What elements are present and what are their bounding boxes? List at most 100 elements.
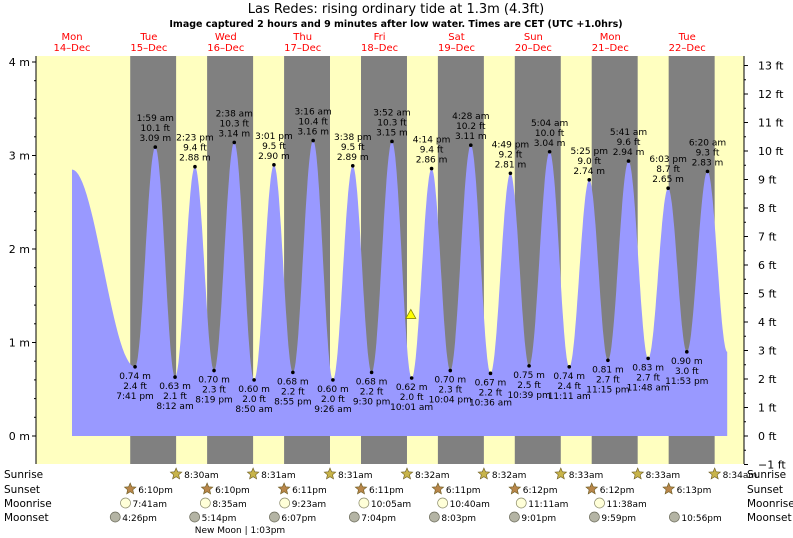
high-label: 10.3 ft [220,119,250,129]
sunset-icon [431,482,445,495]
right-tick-label: 5 ft [758,288,777,301]
low-point [173,375,177,379]
moonset-time: 9:01pm [521,514,556,524]
low-label: 7:41 pm [116,392,154,402]
high-label: 2:23 pm [176,134,214,144]
low-label: 0.63 m [159,382,191,392]
high-label: 9.5 ft [262,142,286,152]
low-label: 2.2 ft [281,387,305,397]
high-label: 3:38 pm [334,133,372,143]
low-point [567,365,572,369]
high-point [311,138,315,143]
low-label: 0.68 m [277,377,309,387]
low-label: 2.4 ft [123,382,147,392]
current-level-marker [405,308,417,319]
moonset-time: 8:03pm [441,514,476,524]
low-label: 2.0 ft [321,395,345,405]
low-label: 0.83 m [632,363,664,373]
high-label: 9.2 ft [499,150,523,160]
high-label: 9.3 ft [696,148,720,158]
right-tick-label: 4 ft [758,316,777,329]
high-point [705,169,710,174]
low-label: 0.60 m [238,385,270,395]
low-point [606,358,610,363]
high-point [508,171,513,176]
moonset-time: 5:14pm [202,514,237,524]
sunset-icon [508,482,522,495]
low-label: 2.7 ft [636,373,660,383]
high-point [390,139,394,144]
low-point [646,356,650,361]
sunrise-icon [246,467,260,480]
high-label: 4:14 pm [413,136,451,146]
sunset-icon [662,482,676,495]
day-label-date: 15–Dec [130,43,167,54]
sunset-icon [585,482,599,495]
high-point [350,163,355,168]
high-label: 10.1 ft [141,124,171,134]
low-point [369,370,374,375]
right-tick-label: 6 ft [758,259,777,272]
sunrise-icon [708,467,722,480]
sunrise-icon [323,467,337,480]
moonset-icon [269,511,280,523]
moonset-time: 7:04pm [361,514,396,524]
day-label-dow: Tue [139,32,157,43]
tide-curve-layer [72,140,728,436]
low-point [133,365,137,369]
low-point [685,350,689,354]
high-label: 5:25 pm [570,147,608,157]
moonrise-icon [437,497,448,509]
high-label: 2.90 m [258,152,290,162]
moonset-icon [429,511,440,523]
high-point [469,143,473,148]
low-label: 0.75 m [513,371,545,381]
moonset-time: 6:07pm [281,514,316,524]
high-point [626,159,631,163]
high-label: 10.3 ft [377,118,407,128]
sunrise-time: 8:31am [261,471,296,481]
high-label: 9.0 ft [577,157,601,167]
low-label: 0.74 m [553,372,585,382]
moonset-icon [589,511,600,523]
moonrise-time: 8:35am [212,500,247,510]
low-label: 8:50 am [235,405,272,415]
high-label: 2.81 m [495,160,527,170]
sunset-icon [123,482,137,495]
day-label-date: 18–Dec [361,43,398,54]
sunrise-time: 8:33am [569,471,604,481]
chart-subtitle: Image captured 2 hours and 9 minutes aft… [169,19,622,30]
day-label-dow: Mon [600,32,621,43]
row-label-moonset-left: Moonset [4,512,49,524]
low-label: 0.70 m [198,376,230,386]
right-tick-label: 2 ft [758,373,777,386]
low-label: 11:11 am [548,392,591,402]
moonrise-time: 10:05am [371,500,411,510]
right-tick-label: 1 ft [758,402,777,415]
moonrise-time: 10:40am [450,500,490,510]
moonrise-time: 11:38am [607,500,647,510]
sunrise-time: 8:30am [184,471,219,481]
low-label: 2.2 ft [479,388,503,398]
moonrise-icon [358,497,370,509]
high-label: 3:16 am [294,108,331,118]
sunset-time: 6:13pm [677,486,712,496]
row-label-sunrise-left: Sunrise [4,469,43,481]
high-label: 10.2 ft [456,122,486,132]
low-label: 0.67 m [475,378,507,388]
high-label: 2.74 m [573,167,605,177]
moonset-icon [348,511,360,523]
sunrise-time: 8:32am [415,471,450,481]
right-tick-label: 0 ft [758,430,777,443]
high-label: 9.4 ft [183,144,207,154]
day-label-date: 16–Dec [207,43,244,54]
low-label: 10:39 pm [507,391,550,401]
sunrise-icon [169,467,183,480]
low-label: 2.2 ft [360,387,384,397]
day-label-date: 19–Dec [438,43,475,54]
low-point [291,370,295,375]
sunrise-time: 8:33am [646,471,681,481]
sunrise-icon [554,467,568,480]
